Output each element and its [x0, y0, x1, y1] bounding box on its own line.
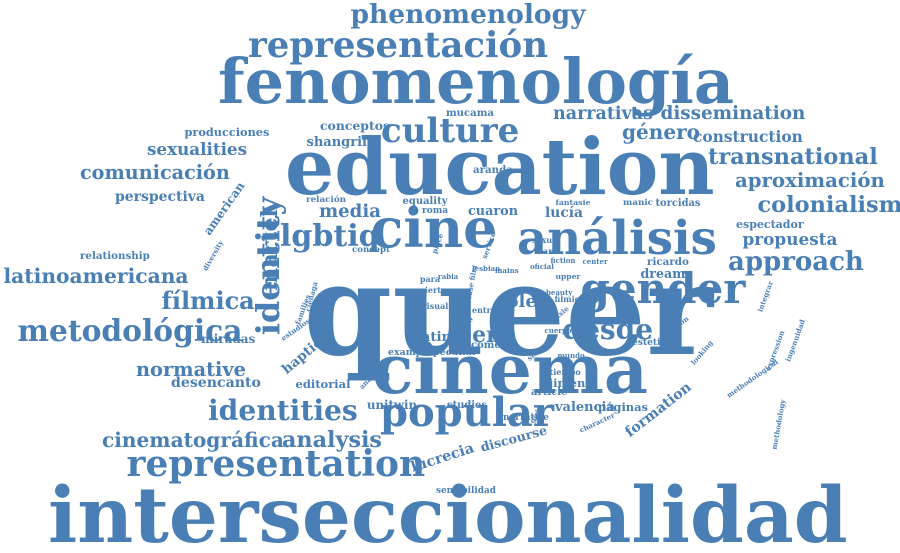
word-equality: equality — [402, 196, 448, 207]
word-mundo: mundo — [557, 350, 585, 360]
word-cuerpo: cuerpo — [544, 325, 572, 335]
word-interseccionalidad: interseccionalidad — [48, 470, 848, 553]
word-narrative: narrative — [503, 412, 549, 423]
word-example: example — [388, 346, 432, 358]
word-filmica: fílmica — [161, 286, 255, 315]
word-ingenuidad: ingenuidad — [783, 317, 807, 363]
word-narrativas: narrativas — [553, 104, 653, 124]
word-approach: approach — [728, 247, 864, 277]
word-clase: clase — [451, 315, 473, 324]
word-sexualities: sexualities — [147, 138, 248, 159]
word-analisis: análisis — [517, 209, 717, 265]
word-culture: culture — [381, 111, 520, 151]
word-tiempo: tiempo — [549, 367, 581, 377]
word-fantasie: fantasie — [555, 198, 591, 207]
word-peculiar: peculiar — [433, 347, 477, 358]
word-rabia: rabia — [438, 271, 459, 281]
word-fenomenologia: fenomenología — [218, 45, 735, 118]
word-genero: género — [622, 120, 701, 144]
word-aproximacion: aproximación — [735, 168, 885, 192]
word-phenomenology: phenomenology — [350, 0, 586, 30]
word-latin: latin — [416, 328, 452, 345]
word-producciones: producciones — [184, 124, 270, 139]
word-cinematografica: cinematográfica — [102, 428, 284, 452]
word-mark: mark — [534, 246, 558, 256]
word-methodology: methodology — [769, 398, 787, 450]
word-sexual: sexual — [532, 235, 561, 245]
word-latinoamericana: latinoamericana — [3, 264, 189, 288]
word-ricardo: ricardo — [647, 256, 689, 268]
word-jimeno: jimeno — [549, 375, 593, 390]
word-unitwin: unitwin — [367, 398, 417, 412]
word-filmic: filmic — [554, 295, 580, 304]
word-perspectiva: perspectiva — [115, 189, 205, 205]
word-dissemination: dissemination — [660, 103, 806, 124]
word-concept: concept — [352, 244, 390, 255]
word-analysis: analysis — [282, 427, 382, 453]
word-para: para — [420, 275, 440, 284]
word-visual: visual — [422, 301, 449, 311]
word-beauty: beauty — [546, 287, 573, 297]
word-identities: identities — [208, 394, 358, 427]
word-popular: popular — [380, 389, 554, 436]
word-media: media — [319, 201, 381, 222]
word-martel: martel — [256, 209, 283, 291]
word-diversity: diversity — [200, 238, 226, 272]
word-role: role — [497, 291, 537, 312]
word-transnational: transnational — [708, 144, 878, 170]
word-desencanto: desencanto — [171, 375, 261, 391]
word-valencia: valencia — [555, 399, 615, 415]
word-gender: gender — [580, 264, 746, 313]
word-paginas: páginas — [598, 399, 648, 414]
word-cinema: cinema — [372, 330, 648, 410]
word-colonialism: colonialism — [757, 192, 900, 218]
word-lgbtiq: lgbtiq — [280, 219, 380, 254]
word-fiction: fiction — [550, 255, 576, 265]
word-sensibilidad: sensibilidad — [436, 485, 496, 496]
word-cine: cine — [370, 196, 498, 260]
word-oficial: oficial — [530, 261, 554, 271]
word-mains: mains — [495, 265, 519, 275]
word-manic: manic — [623, 197, 653, 208]
word-integrar: integrar — [755, 279, 775, 313]
word-roma: roma — [422, 205, 449, 216]
word-espectador: espectador — [736, 217, 804, 231]
word-lucia: lucía — [545, 205, 584, 221]
word-relationship: relationship — [80, 250, 150, 262]
word-education: education — [285, 121, 715, 213]
word-aranda: aranda — [473, 164, 513, 176]
word-entre: entre — [472, 305, 496, 315]
word-queer: queer — [303, 234, 713, 384]
word-mucama: mucama — [446, 108, 494, 119]
word-conceptos: conceptos — [320, 118, 390, 133]
word-upper: upper — [555, 272, 581, 281]
word-article: article — [531, 387, 568, 398]
word-studies: studies — [447, 400, 487, 411]
word-dream: dream — [640, 265, 686, 281]
word-propuesta: propuesta — [742, 228, 838, 249]
word-construction: construction — [693, 127, 803, 146]
word-comunicacion: comunicación — [80, 160, 230, 184]
word-center: center — [582, 256, 608, 266]
word-normative: normative — [136, 357, 246, 381]
word-representation: representation — [126, 443, 426, 485]
word-relacion: relación — [306, 194, 347, 205]
word-torcidas: torcidas — [655, 198, 701, 209]
word-metodologica: metodológica — [17, 314, 243, 349]
word-shangrila: shangrila — [306, 134, 376, 150]
word-teen: teen — [448, 322, 503, 348]
word-representacion: representación — [248, 25, 549, 66]
word-cuaron: cuaron — [468, 203, 519, 219]
word-estetica: estética — [632, 336, 672, 348]
word-cierta: cierta — [420, 285, 447, 295]
word-miradas: miradas — [201, 332, 256, 346]
word-como: como — [471, 340, 502, 351]
word-editorial: editorial — [295, 377, 351, 391]
word-lesbian: lesbian — [472, 263, 501, 273]
word-desde: desde — [562, 313, 654, 346]
word-american: american — [200, 179, 248, 238]
